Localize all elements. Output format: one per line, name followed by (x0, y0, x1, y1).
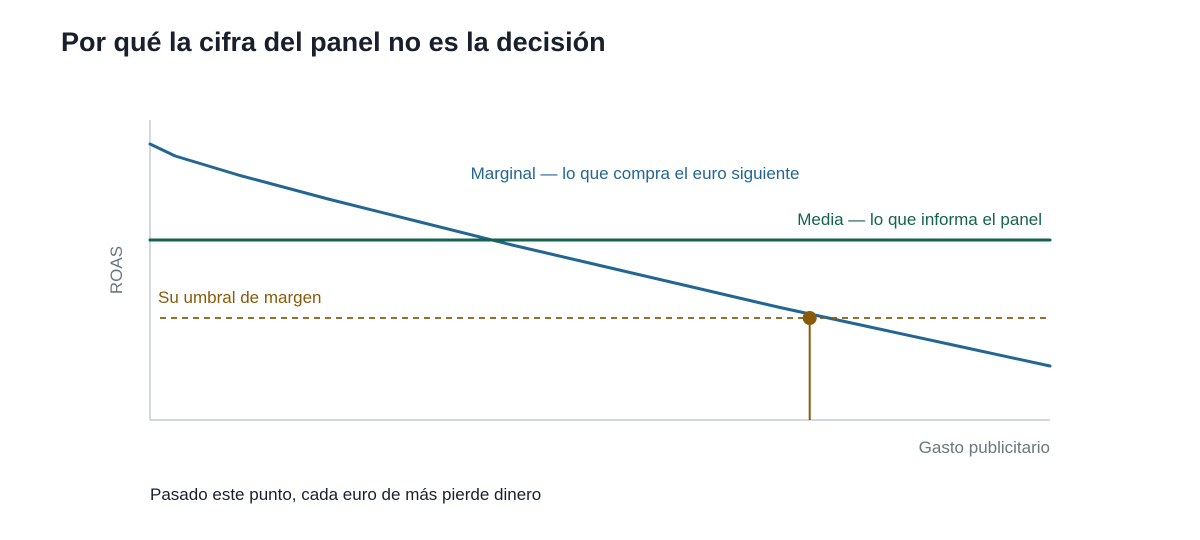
x-axis-label: Gasto publicitario (919, 438, 1050, 457)
series-line-marginal (148, 142, 1052, 368)
series-label-media: Media — lo que informa el panel (797, 210, 1042, 229)
series-layer (148, 142, 1052, 368)
chart-title: Por qué la cifra del panel no es la deci… (61, 27, 606, 57)
series-label-marginal: Marginal — lo que compra el euro siguien… (471, 164, 800, 183)
axes (149, 120, 1050, 421)
threshold-label: Su umbral de margen (158, 288, 321, 307)
marker-caption: Pasado este punto, cada euro de más pier… (150, 485, 541, 504)
break-even-point (802, 311, 817, 325)
marker-layer (802, 311, 817, 420)
y-axis-label: ROAS (107, 246, 126, 294)
